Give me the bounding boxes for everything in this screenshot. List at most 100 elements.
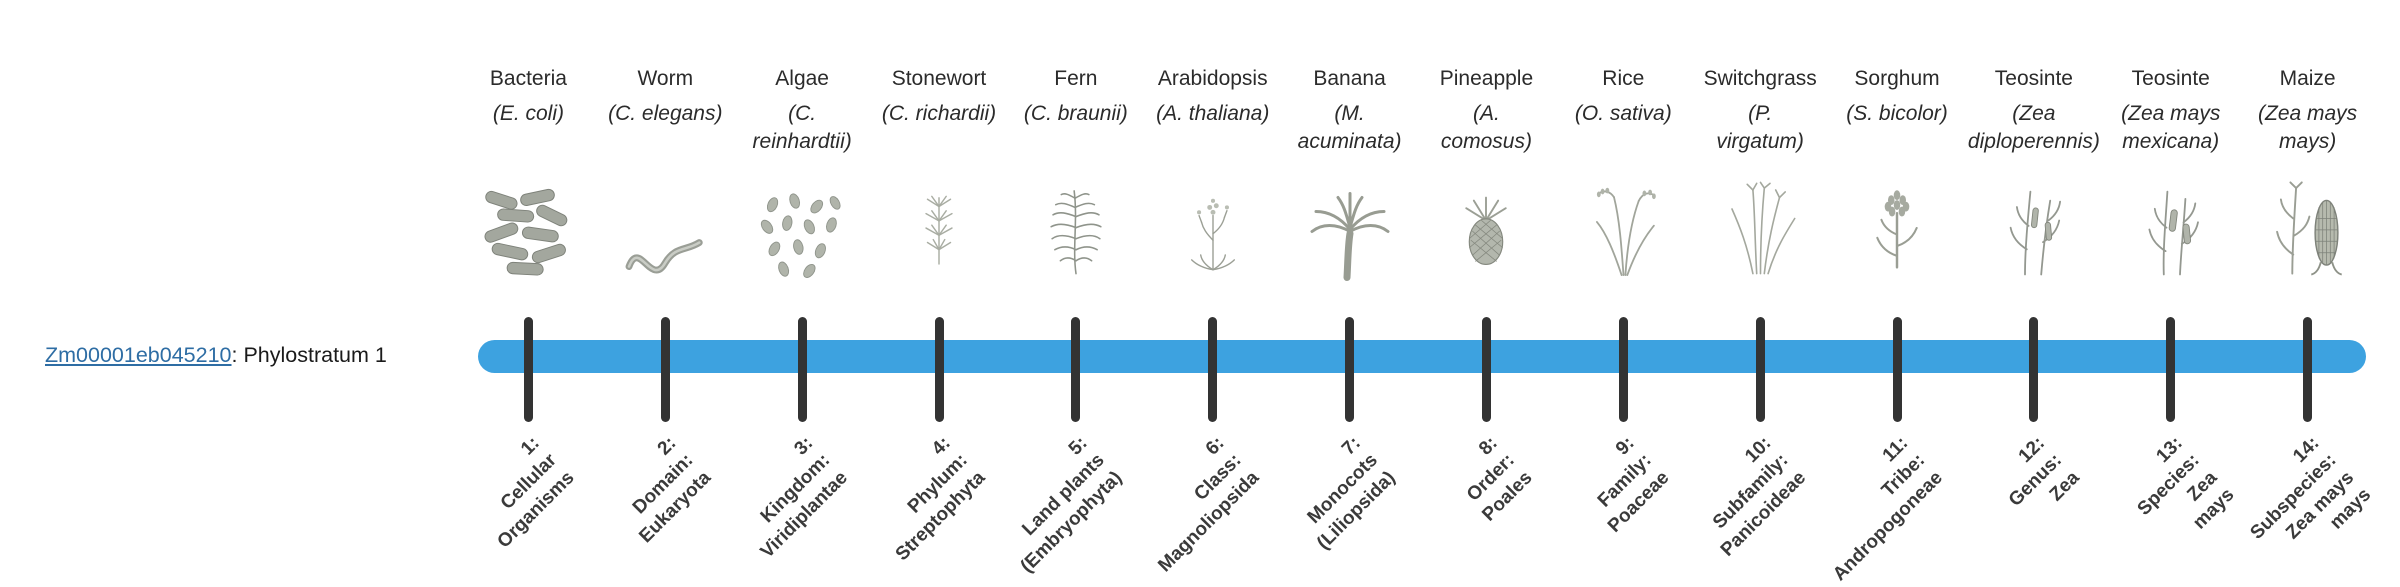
stratum-column: Algae (C. reinhardtii) 3: Kingdom: Virid… xyxy=(734,60,871,563)
organism-name-block: Rice (O. sativa) xyxy=(1555,60,1692,174)
phylostratum-tick xyxy=(1071,317,1081,422)
stonewort-icon xyxy=(903,174,975,282)
organism-common-name: Worm xyxy=(637,67,694,90)
phylostratum-tick xyxy=(2303,317,2313,422)
tick-area xyxy=(2029,317,2039,422)
phylostratum-tick xyxy=(1755,317,1765,422)
organism-name-block: Algae (C. reinhardtii) xyxy=(734,60,871,174)
organism-scientific-name: (Zea mays mexicana) xyxy=(2121,102,2221,153)
stratum-label-anchor: 2: Domain: Eukaryota xyxy=(597,422,734,547)
organism-name-block: Switchgrass (P. virgatum) xyxy=(1692,60,1829,174)
phylostratum-tick xyxy=(523,317,533,422)
phylostratum-label: 12: Genus: Zea xyxy=(2005,432,2084,512)
tick-area xyxy=(1208,317,1218,422)
phylostratum-label: 10: Subfamily: Panicoideae xyxy=(1709,432,1811,561)
fern-icon xyxy=(1030,174,1122,282)
phylostratum-label: 7: Monocots (Liliopsida) xyxy=(1304,432,1400,554)
gene-id-link[interactable]: Zm00001eb045210 xyxy=(45,343,232,367)
teosinte-mexicana-icon xyxy=(2126,174,2216,282)
stratum-column: Worm (C. elegans) 2: Domain: Eukaryota xyxy=(597,60,734,547)
strata-columns: Bacteria (E. coli) 1: Cellular Organisms… xyxy=(460,60,2376,585)
phylostratum-label: 14: Subspecies: Zea mays mays xyxy=(2246,432,2375,544)
organism-common-name: Bacteria xyxy=(489,67,567,90)
phylostratum-tick xyxy=(2166,317,2176,422)
organism-name-block: Teosinte (Zea diploperennis) xyxy=(1965,60,2102,174)
tick-area xyxy=(1755,317,1765,422)
stratum-label-anchor: 8: Order: Poales xyxy=(1418,422,1555,526)
organism-scientific-name: (P. virgatum) xyxy=(1716,102,1804,153)
organism-scientific-name: (A. comosus) xyxy=(1440,102,1532,153)
worm-icon xyxy=(615,174,715,282)
organism-scientific-name: (Zea diploperennis) xyxy=(1967,102,2100,153)
maize-icon xyxy=(2260,174,2355,282)
phylostratum-tick xyxy=(2029,317,2039,422)
phylostratum-text: : Phylostratum 1 xyxy=(231,343,387,367)
phylostratum-label: 1: Cellular Organisms xyxy=(493,432,579,553)
tick-area xyxy=(523,317,533,422)
organism-name-block: Maize (Zea mays mays) xyxy=(2239,60,2376,174)
phylostratum-tick xyxy=(660,317,670,422)
organism-name-block: Arabidopsis (A. thaliana) xyxy=(1144,60,1281,174)
gene-label: Zm00001eb045210: Phylostratum 1 xyxy=(45,343,387,368)
organism-common-name: Arabidopsis xyxy=(1157,67,1268,90)
organism-scientific-name: (S. bicolor) xyxy=(1846,102,1948,126)
stratum-column: Rice (O. sativa) 9: Family: Poaceae xyxy=(1555,60,1692,537)
stratum-column: Arabidopsis (A. thaliana) 6: Class: Magn… xyxy=(1144,60,1281,576)
stratum-label-anchor: 5: Land plants (Embryophyta) xyxy=(1007,422,1144,577)
organism-scientific-name: (C. braunii) xyxy=(1023,102,1128,126)
stratum-column: Teosinte (Zea diploperennis) 12: Genus: … xyxy=(1965,60,2102,511)
tick-area xyxy=(2303,317,2313,422)
organism-scientific-name: (O. sativa) xyxy=(1574,102,1672,126)
phylostratum-label: 8: Order: Poales xyxy=(1463,432,1537,526)
organism-common-name: Stonewort xyxy=(891,67,987,90)
stratum-label-anchor: 6: Class: Magnoliopsida xyxy=(1144,422,1281,576)
organism-scientific-name: (M. acuminata) xyxy=(1297,102,1402,153)
stratum-label-anchor: 3: Kingdom: Viridiplantae xyxy=(734,422,871,563)
stratum-label-anchor: 1: Cellular Organisms xyxy=(460,422,597,552)
tick-area xyxy=(797,317,807,422)
stratum-column: Bacteria (E. coli) 1: Cellular Organisms xyxy=(460,60,597,552)
tick-area xyxy=(1071,317,1081,422)
organism-common-name: Teosinte xyxy=(2131,67,2210,90)
tick-area xyxy=(1481,317,1491,422)
stratum-column: Maize (Zea mays mays) 14: Subspecies: Ze… xyxy=(2239,60,2376,544)
stratum-column: Sorghum (S. bicolor) 11: Tribe: Andropog… xyxy=(1829,60,1966,585)
organism-name-block: Sorghum (S. bicolor) xyxy=(1829,60,1966,174)
phylostratum-label: 11: Tribe: Andropogoneae xyxy=(1829,432,1947,585)
tick-area xyxy=(1345,317,1355,422)
phylostratum-tick xyxy=(934,317,944,422)
tick-area xyxy=(660,317,670,422)
arabidopsis-icon xyxy=(1172,174,1254,282)
phylostratum-tick xyxy=(1481,317,1491,422)
stratum-label-anchor: 10: Subfamily: Panicoideae xyxy=(1692,422,1829,561)
phylostratum-label: 4: Phylum: Streptophyta xyxy=(891,432,989,565)
sorghum-icon xyxy=(1856,174,1938,282)
organism-common-name: Sorghum xyxy=(1854,67,1940,90)
phylostratum-tick xyxy=(1892,317,1902,422)
phylostratum-label: 5: Land plants (Embryophyta) xyxy=(1016,432,1126,577)
stratum-label-anchor: 14: Subspecies: Zea mays mays xyxy=(2239,422,2376,544)
phylostratum-label: 9: Family: Poaceae xyxy=(1594,432,1674,537)
tick-area xyxy=(934,317,944,422)
phylostratum-label: 6: Class: Magnoliopsida xyxy=(1153,432,1263,576)
phylostratum-tick xyxy=(1208,317,1218,422)
organism-scientific-name: (C. richardii) xyxy=(881,102,997,126)
tick-area xyxy=(1892,317,1902,422)
stratum-label-anchor: 12: Genus: Zea xyxy=(1965,422,2102,511)
stratum-label-anchor: 4: Phylum: Streptophyta xyxy=(871,422,1008,565)
stratum-label-anchor: 9: Family: Poaceae xyxy=(1555,422,1692,537)
organism-common-name: Maize xyxy=(2279,67,2336,90)
phylostratum-label: 2: Domain: Eukaryota xyxy=(629,432,716,547)
organism-scientific-name: (C. reinhardtii) xyxy=(752,102,852,153)
phylostratum-bar xyxy=(478,340,2366,373)
phylostratum-label: 13: Species: Zea mays xyxy=(2133,432,2238,534)
rice-icon xyxy=(1576,174,1671,282)
organism-scientific-name: (Zea mays mays) xyxy=(2258,102,2358,153)
phylostratum-tick xyxy=(1345,317,1355,422)
phylostratum-label: 3: Kingdom: Viridiplantae xyxy=(756,432,853,563)
organism-name-block: Stonewort (C. richardii) xyxy=(871,60,1008,174)
organism-common-name: Teosinte xyxy=(1994,67,2073,90)
stratum-column: Banana (M. acuminata) 7: Monocots (Lilio… xyxy=(1281,60,1418,554)
teosinte-diploperennis-icon xyxy=(1989,174,2079,282)
